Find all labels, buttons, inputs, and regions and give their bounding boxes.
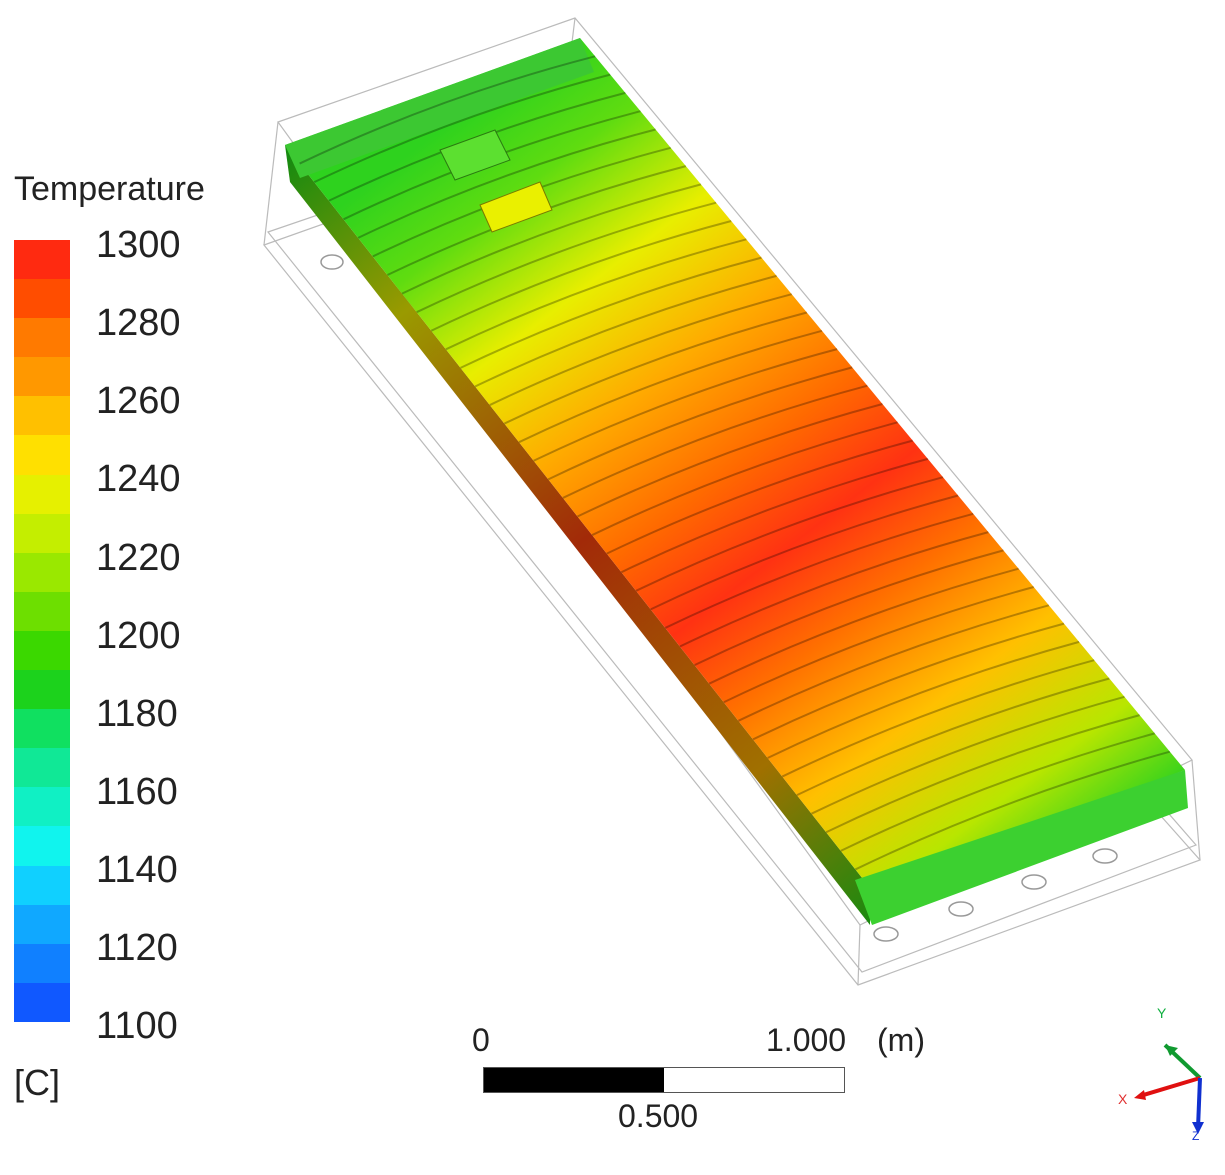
- legend-tick: 1240: [96, 458, 181, 500]
- ridge-line: [723, 586, 1035, 704]
- scale-end-label: 1.000: [766, 1022, 847, 1058]
- ridge-line: [620, 457, 929, 574]
- legend-tick: 1120: [96, 927, 178, 969]
- ridge-line: [577, 403, 883, 518]
- ridge-line: [694, 549, 1004, 667]
- temperature-unit: [C]: [14, 1062, 61, 1103]
- legend-color-band: [14, 943, 70, 983]
- legend-color-band: [14, 904, 70, 944]
- ridge-line: [547, 366, 853, 481]
- ridge-line: [679, 531, 989, 648]
- ridge-line: [445, 238, 747, 351]
- scale-mid-label: 0.500: [618, 1098, 699, 1134]
- ridge-line: [781, 659, 1095, 778]
- legend-tick: 1220: [96, 537, 181, 579]
- legend-tick: 1260: [96, 380, 181, 422]
- ridge-line: [737, 604, 1050, 722]
- charge-block: [439, 129, 511, 181]
- charge-block: [479, 181, 553, 233]
- hearth-top-face: [285, 38, 1185, 888]
- legend-tick: 1180: [96, 693, 178, 735]
- temperature-legend-title: Temperature: [14, 170, 205, 208]
- ridge-line: [796, 677, 1110, 797]
- legend-color-band: [14, 630, 70, 671]
- ridge-line: [518, 329, 823, 444]
- legend-color-band: [14, 513, 70, 553]
- legend-tick: 1300: [96, 224, 181, 266]
- end-block-near: [855, 770, 1188, 925]
- ridge-line: [854, 750, 1171, 871]
- legend-color-band: [14, 748, 70, 788]
- legend-color-band: [14, 826, 70, 866]
- support-rings: [320, 254, 1118, 942]
- ridge-line: [357, 128, 656, 239]
- ridge-line: [708, 567, 1019, 685]
- ridge-line: [503, 311, 808, 425]
- end-block-far: [285, 38, 594, 178]
- legend-color-band: [14, 982, 70, 1022]
- scale-start-label: 0: [472, 1022, 490, 1058]
- legend-color-band: [14, 435, 70, 475]
- legend-color-band: [14, 357, 70, 397]
- scale-unit-label: (m): [877, 1022, 925, 1058]
- ridge-line: [430, 220, 732, 332]
- legend-tick: 1140: [96, 849, 178, 891]
- legend-tick: 1280: [96, 302, 181, 344]
- axis-x-label: X: [1118, 1091, 1128, 1107]
- legend-tick: 1100: [96, 1005, 178, 1047]
- scale-bar: [483, 1067, 845, 1093]
- axis-y-label: Y: [1157, 1005, 1167, 1021]
- ridge-line: [313, 73, 611, 184]
- ridge-line: [416, 201, 717, 314]
- ridge-line: [460, 256, 762, 369]
- ridge-line: [767, 640, 1080, 759]
- legend-color-band: [14, 318, 70, 358]
- ridge-line: [811, 695, 1125, 815]
- legend-color-band: [14, 709, 70, 749]
- ridge-line: [650, 494, 959, 611]
- ridge-line: [606, 439, 914, 555]
- legend-color-band: [14, 240, 70, 280]
- ridge-line: [752, 622, 1065, 741]
- axis-triad-icon: Y X Z: [1118, 1005, 1204, 1140]
- legend-color-band: [14, 670, 70, 710]
- legend-color-band: [14, 591, 70, 631]
- legend-color-band: [14, 396, 70, 436]
- ridge-line: [533, 348, 838, 462]
- axis-z-label: Z: [1192, 1129, 1199, 1140]
- legend-color-band: [14, 474, 70, 514]
- ridge-line: [840, 732, 1156, 852]
- ridge-line: [401, 183, 702, 295]
- ridge-line: [591, 421, 898, 536]
- ridge-line: [562, 384, 868, 499]
- legend-color-band: [14, 865, 70, 905]
- legend-tick: 1160: [96, 771, 178, 813]
- legend-color-band: [14, 552, 70, 592]
- temperature-color-bar: [14, 240, 70, 1022]
- legend-color-band: [14, 279, 70, 319]
- legend-tick: 1200: [96, 615, 181, 657]
- ridge-line: [664, 512, 974, 629]
- ridge-line: [474, 274, 777, 388]
- legend-color-band: [14, 787, 70, 827]
- hearth-side-face: [285, 145, 870, 925]
- ridge-line: [489, 293, 793, 406]
- ridge-line: [635, 476, 944, 592]
- ridge-line: [299, 55, 596, 165]
- ridge-line: [825, 714, 1140, 834]
